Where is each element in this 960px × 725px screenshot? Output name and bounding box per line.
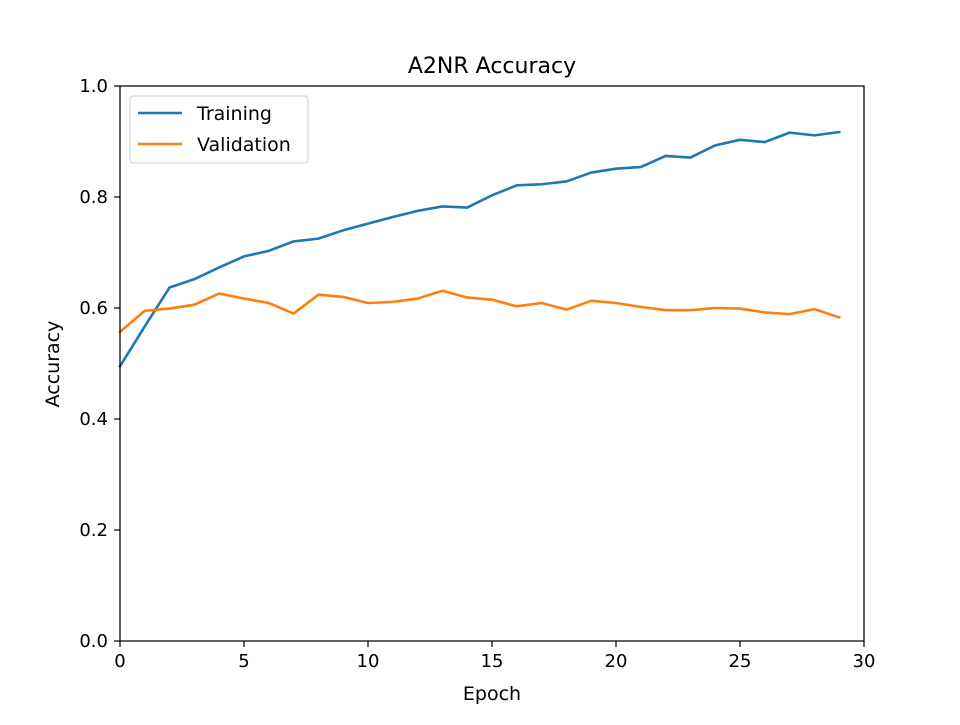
x-tick-label: 20 bbox=[605, 651, 628, 672]
y-tick-label: 0.8 bbox=[79, 187, 108, 208]
y-tick-label: 0.0 bbox=[79, 631, 108, 652]
plot-frame bbox=[119, 85, 865, 642]
y-tick-label: 0.4 bbox=[79, 409, 108, 430]
x-tick-label: 15 bbox=[481, 651, 504, 672]
series-line-training bbox=[118, 130, 841, 369]
series-line-validation bbox=[118, 289, 841, 334]
legend-label-training: Training bbox=[196, 103, 272, 125]
chart-title: A2NR Accuracy bbox=[408, 54, 576, 79]
x-axis-ticks: 0 5 10 15 20 25 30 bbox=[114, 641, 875, 672]
x-tick-label: 5 bbox=[238, 651, 249, 672]
x-tick-label: 10 bbox=[357, 651, 380, 672]
y-axis-label: Accuracy bbox=[42, 321, 64, 408]
legend-label-validation: Validation bbox=[197, 134, 291, 156]
y-tick-label: 0.6 bbox=[79, 298, 108, 319]
y-tick-label: 1.0 bbox=[79, 76, 108, 97]
y-tick-label: 0.2 bbox=[79, 520, 108, 541]
x-tick-label: 25 bbox=[729, 651, 752, 672]
y-axis-ticks: 0.0 0.2 0.4 0.6 0.8 1.0 bbox=[79, 76, 120, 652]
series-layer bbox=[118, 130, 841, 369]
x-axis-label: Epoch bbox=[463, 683, 521, 705]
x-tick-label: 30 bbox=[853, 651, 876, 672]
legend: Training Validation bbox=[129, 95, 309, 164]
x-tick-label: 0 bbox=[114, 651, 125, 672]
